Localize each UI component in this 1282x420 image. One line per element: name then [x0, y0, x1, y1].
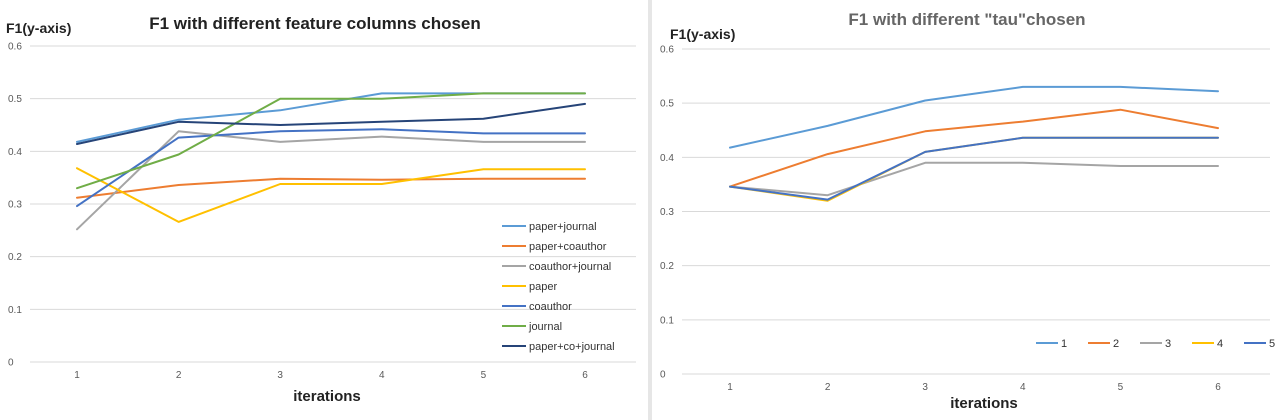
- x-tick-label: 2: [825, 382, 831, 393]
- y-tick-label: 0.5: [8, 94, 22, 105]
- series-line-paper-journal: [76, 92, 586, 143]
- feature-columns-chart: F1(y-axis) F1 with different feature col…: [6, 14, 636, 405]
- legend-label: 4: [1217, 338, 1223, 350]
- legend-label: paper: [529, 281, 557, 293]
- series-line-3: [729, 161, 1219, 197]
- x-axis-title: iterations: [293, 388, 361, 405]
- x-tick-label: 3: [922, 382, 928, 393]
- x-tick-label: 5: [1118, 382, 1124, 393]
- x-tick-label: 4: [1020, 382, 1026, 393]
- y-tick-label: 0.6: [660, 45, 674, 56]
- panel-divider: [648, 0, 652, 420]
- x-tick-label: 6: [582, 370, 588, 381]
- series-line-coauthor-journal: [76, 130, 586, 231]
- y-tick-label: 0.2: [660, 261, 674, 272]
- y-tick-label: 0.2: [8, 252, 22, 263]
- series-line-2: [729, 108, 1219, 188]
- y-tick-labels: 0 0.1 0.2 0.3 0.4 0.5 0.6: [660, 45, 674, 381]
- x-tick-label: 5: [481, 370, 487, 381]
- y-tick-labels: 0 0.1 0.2 0.3 0.4 0.5 0.6: [8, 42, 22, 369]
- legend-label: 1: [1061, 338, 1067, 350]
- y-axis-title: F1(y-axis): [670, 26, 735, 42]
- legend: 1 2 3 4 5: [1036, 338, 1275, 350]
- series-line-4: [729, 136, 1219, 202]
- series-line-paper-coauthor: [76, 177, 586, 199]
- x-tick-label: 1: [74, 370, 80, 381]
- gridlines: [682, 48, 1270, 375]
- series-line-1: [729, 85, 1219, 149]
- y-tick-label: 0: [660, 370, 666, 381]
- y-tick-label: 0.4: [660, 153, 674, 164]
- y-tick-label: 0.5: [660, 99, 674, 110]
- y-tick-label: 0.3: [660, 207, 674, 218]
- chart-title: F1 with different "tau"chosen: [848, 10, 1085, 29]
- series-line-journal: [76, 92, 586, 190]
- y-tick-label: 0.3: [8, 200, 22, 211]
- series-line-paper: [76, 167, 586, 223]
- series-line-coauthor: [76, 128, 586, 208]
- y-tick-label: 0.4: [8, 147, 22, 158]
- x-tick-label: 6: [1215, 382, 1221, 393]
- legend-label: coauthor: [529, 301, 572, 313]
- legend-label: paper+journal: [529, 221, 597, 233]
- legend-label: 3: [1165, 338, 1171, 350]
- x-tick-labels: 1 2 3 4 5 6: [74, 370, 588, 381]
- x-tick-label: 1: [727, 382, 733, 393]
- x-tick-label: 2: [176, 370, 182, 381]
- y-tick-label: 0.1: [8, 305, 22, 316]
- chart-panel-tau: F1 with different "tau"chosen F1(y-axis)…: [652, 0, 1282, 420]
- tau-chart: F1 with different "tau"chosen F1(y-axis)…: [660, 10, 1275, 412]
- y-tick-label: 0: [8, 358, 14, 369]
- chart-panel-feature-columns: F1(y-axis) F1 with different feature col…: [6, 14, 636, 405]
- x-tick-label: 4: [379, 370, 385, 381]
- legend-label: paper+coauthor: [529, 241, 607, 253]
- series-lines: [729, 85, 1219, 202]
- x-tick-label: 3: [277, 370, 283, 381]
- series-line-paper-co-journal: [76, 102, 586, 145]
- y-axis-title: F1(y-axis): [6, 20, 71, 36]
- x-axis-title: iterations: [950, 395, 1018, 412]
- legend-label: paper+co+journal: [529, 341, 615, 353]
- legend-label: coauthor+journal: [529, 261, 611, 273]
- legend-label: 5: [1269, 338, 1275, 350]
- x-tick-labels: 1 2 3 4 5 6: [727, 382, 1221, 393]
- y-tick-label: 0.1: [660, 315, 674, 326]
- legend-label: journal: [528, 321, 562, 333]
- legend: paper+journal paper+coauthor coauthor+jour…: [502, 221, 615, 353]
- series-line-5: [729, 136, 1219, 201]
- series-lines: [76, 92, 586, 231]
- legend-label: 2: [1113, 338, 1119, 350]
- y-tick-label: 0.6: [8, 42, 22, 53]
- chart-title: F1 with different feature columns chosen: [149, 14, 481, 33]
